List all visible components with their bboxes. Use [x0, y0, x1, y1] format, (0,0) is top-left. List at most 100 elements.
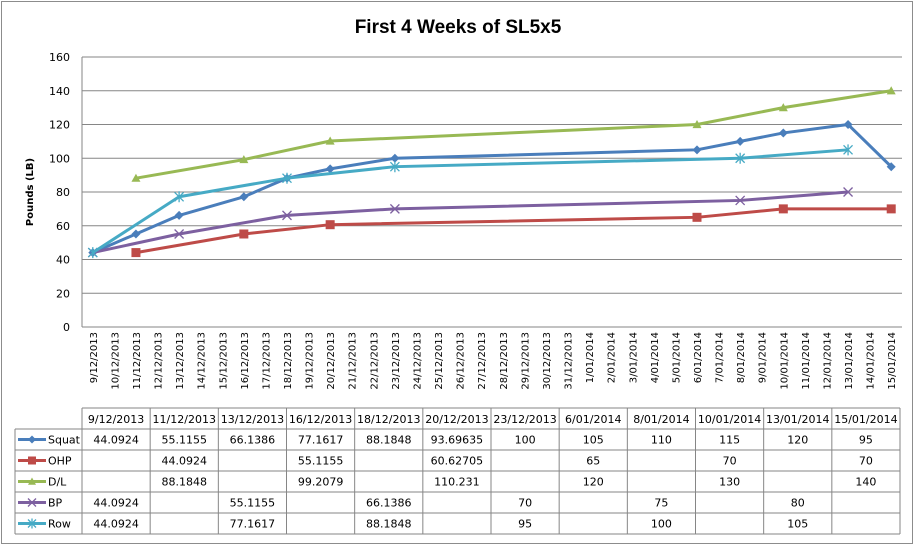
x-tick-label: 9/12/2013	[89, 332, 100, 383]
table-cell: 95	[518, 518, 532, 531]
x-tick-label: 15/12/2013	[218, 332, 229, 390]
series-row	[87, 144, 854, 259]
data-point-marker	[735, 195, 746, 206]
table-cell: 60.62705	[431, 455, 484, 468]
x-tick-label: 1/01/2014	[585, 332, 596, 383]
x-tick-label: 23/12/2013	[391, 332, 402, 390]
table-header-cell: 13/12/2013	[221, 413, 284, 426]
table-cell: 100	[515, 434, 536, 447]
series-ohp	[131, 204, 896, 258]
y-tick-label: 20	[56, 287, 70, 300]
table-header-cell: 15/01/2014	[834, 413, 897, 426]
x-tick-label: 12/01/2014	[822, 332, 833, 390]
x-tick-label: 25/12/2013	[434, 332, 445, 390]
x-tick-label: 13/12/2013	[175, 332, 186, 390]
table-header-cell: 11/12/2013	[153, 413, 216, 426]
table-cell: 99.2079	[298, 476, 344, 489]
data-point-marker	[735, 136, 745, 146]
legend-marker	[28, 456, 36, 465]
table-cell: 77.1617	[230, 518, 276, 531]
y-axis-ticks: 0 20 40 60 80 100 120 140 160	[49, 51, 70, 334]
x-tick-label: 11/01/2014	[801, 332, 812, 390]
data-point-marker	[886, 204, 896, 214]
table-header-cell: 13/01/2014	[766, 413, 829, 426]
x-tick-label: 8/01/2014	[736, 332, 747, 383]
legend-label: BP	[48, 497, 63, 510]
y-tick-label: 160	[49, 51, 70, 64]
data-point-marker	[325, 164, 335, 174]
table-cell: 55.1155	[230, 497, 276, 510]
data-point-marker	[239, 229, 249, 239]
x-tick-label: 19/12/2013	[305, 332, 316, 390]
data-point-marker	[389, 203, 400, 214]
y-tick-label: 60	[56, 220, 70, 233]
table-cell: 88.1848	[366, 434, 412, 447]
series-line	[135, 207, 892, 255]
table-header-cell: 8/01/2014	[633, 413, 689, 426]
data-point-marker	[174, 210, 184, 220]
x-tick-label: 5/01/2014	[671, 332, 682, 383]
data-point-marker	[282, 210, 292, 221]
x-tick-label: 9/01/2014	[758, 332, 769, 383]
x-tick-label: 21/12/2013	[348, 332, 359, 390]
data-point-marker	[778, 204, 788, 214]
legend-label: Row	[48, 518, 71, 531]
table-cell: 93.69635	[431, 434, 484, 447]
x-tick-label: 24/12/2013	[412, 332, 423, 390]
legend-key-squat	[18, 435, 46, 444]
x-tick-label: 11/12/2013	[132, 332, 143, 390]
table-cell: 130	[719, 476, 740, 489]
data-point-marker	[778, 103, 788, 112]
legend-key-dl	[18, 477, 46, 485]
series-lines	[87, 86, 896, 259]
table-cell: 44.0924	[93, 434, 139, 447]
table-header-cell: 23/12/2013	[493, 413, 556, 426]
table-cell: 55.1155	[162, 434, 208, 447]
table-cell: 110	[651, 434, 672, 447]
x-tick-label: 6/01/2014	[693, 332, 704, 383]
data-point-marker	[886, 86, 896, 95]
legend-label: Squat	[48, 434, 81, 447]
x-tick-label: 31/12/2013	[564, 332, 575, 390]
data-point-marker	[174, 191, 185, 203]
x-tick-label: 26/12/2013	[456, 332, 467, 390]
table-cell: 55.1155	[298, 455, 344, 468]
legend-key-ohp	[18, 456, 46, 465]
table-header-cell: 16/12/2013	[289, 413, 352, 426]
legend-label: D/L	[48, 476, 67, 489]
legend-marker	[27, 518, 37, 529]
x-tick-label: 29/12/2013	[520, 332, 531, 390]
x-tick-label: 18/12/2013	[283, 332, 294, 390]
x-tick-label: 28/12/2013	[499, 332, 510, 390]
y-tick-label: 40	[56, 254, 70, 267]
legend-marker	[28, 435, 36, 444]
table-cell: 88.1848	[162, 476, 208, 489]
table-cell: 115	[719, 434, 740, 447]
data-point-marker	[282, 172, 292, 184]
y-tick-label: 0	[63, 321, 70, 334]
table-cell: 105	[787, 518, 808, 531]
x-tick-label: 4/01/2014	[650, 332, 661, 383]
table-cell: 140	[855, 476, 876, 489]
x-tick-label: 13/01/2014	[844, 332, 855, 390]
table-header-cell: 9/12/2013	[88, 413, 144, 426]
series-line	[92, 123, 893, 254]
data-point-marker	[239, 155, 249, 164]
chart-title: First 4 Weeks of SL5x5	[355, 17, 562, 38]
data-point-marker	[692, 145, 702, 155]
y-axis-label: Pounds (LB)	[25, 158, 36, 226]
y-tick-label: 100	[49, 152, 70, 165]
data-point-marker	[87, 247, 98, 259]
y-tick-label: 140	[49, 85, 70, 98]
x-tick-label: 3/01/2014	[628, 332, 639, 383]
table-cell: 70	[859, 455, 873, 468]
table-cell: 120	[583, 476, 604, 489]
data-point-marker	[692, 212, 702, 222]
table-cell: 44.0924	[93, 497, 139, 510]
table-cell: 70	[723, 455, 737, 468]
table-cell: 110.231	[434, 476, 480, 489]
data-point-marker	[692, 120, 702, 129]
data-point-marker	[389, 161, 400, 173]
